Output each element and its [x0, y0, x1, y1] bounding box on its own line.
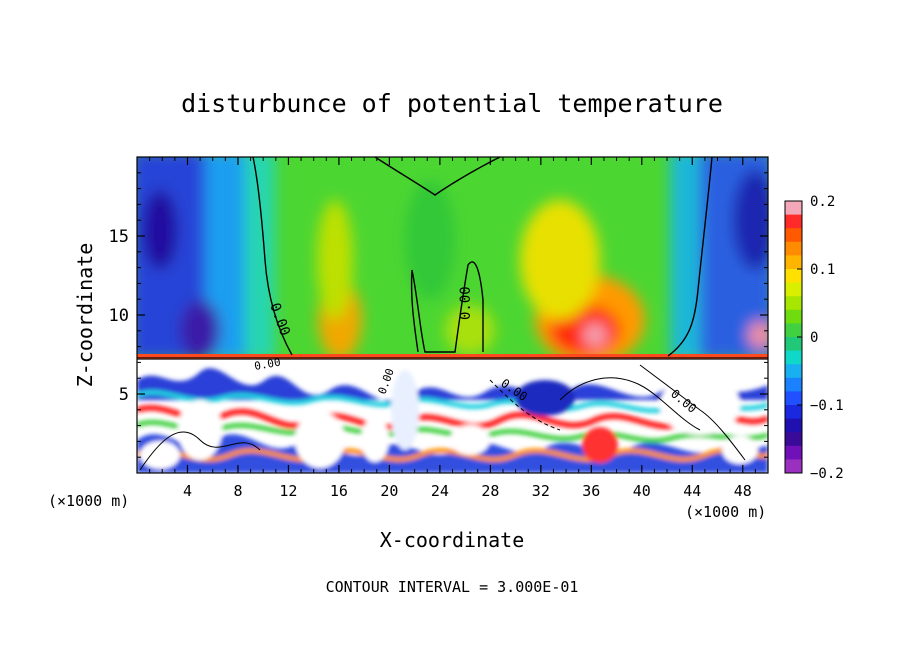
y-tick-label: 10 [109, 306, 129, 326]
x-tick-label: 24 [431, 482, 449, 500]
chart-title: disturbunce of potential temperature [181, 89, 723, 118]
contour-lines [139, 157, 746, 471]
colorbar-swatch [785, 214, 802, 229]
colorbar-tick-label: 0.2 [810, 194, 835, 210]
colorbar-swatch [785, 391, 802, 406]
colorbar-swatch [785, 337, 802, 352]
colorbar-swatch [785, 445, 802, 460]
colorbar-swatch [785, 364, 802, 379]
x-tick-label: 48 [734, 482, 752, 500]
colorbar-swatch [785, 241, 802, 256]
y-tick-label: 5 [119, 385, 129, 405]
x-unit-left: (×1000 m) [48, 492, 129, 510]
colorbar-swatch [785, 309, 802, 324]
colorbar-tick-label: 0.1 [810, 262, 835, 278]
contour-label: 0.00 [253, 356, 281, 373]
x-axis-label: X-coordinate [380, 528, 525, 552]
colorbar-tick-label: 0 [810, 330, 818, 346]
colorbar: 0.2 0.1 0 −0.1 −0.2 [784, 194, 844, 482]
x-tick-label: 16 [330, 482, 348, 500]
y-axis-label: Z-coordinate [73, 243, 97, 388]
x-tick-label: 32 [532, 482, 550, 500]
colorbar-tick-label: −0.1 [810, 398, 844, 414]
colorbar-swatch [785, 228, 802, 243]
colorbar-swatch [785, 255, 802, 270]
colorbar-swatch [785, 296, 802, 311]
colorbar-swatch [785, 323, 802, 338]
contour-interval-note: CONTOUR INTERVAL = 3.000E-01 [326, 578, 579, 596]
x-axis: 4 8 12 16 20 24 28 32 36 40 44 48 [149, 157, 756, 500]
plot-area: 0.00 0.00 0.00 0.00 0.00 0.00 [137, 157, 768, 473]
y-axis: 5 10 15 [109, 172, 768, 458]
x-tick-label: 28 [481, 482, 499, 500]
x-tick-label: 44 [683, 482, 701, 500]
colorbar-swatch [785, 459, 802, 474]
colorbar-swatch [785, 350, 802, 365]
x-tick-label: 40 [633, 482, 651, 500]
colorbar-swatch [785, 418, 802, 433]
colorbar-tick-label: −0.2 [810, 466, 844, 482]
x-tick-label: 20 [380, 482, 398, 500]
colorbar-swatch [785, 377, 802, 392]
contour-label: 0.00 [458, 286, 474, 320]
x-tick-label: 4 [183, 482, 192, 500]
x-tick-label: 36 [582, 482, 600, 500]
y-tick-label: 15 [109, 227, 129, 247]
colorbar-swatch [785, 201, 802, 216]
x-tick-label: 8 [233, 482, 242, 500]
colorbar-swatch [785, 405, 802, 420]
colorbar-swatch [785, 432, 802, 447]
colorbar-swatch [785, 282, 802, 297]
colorbar-swatch [785, 269, 802, 284]
x-tick-label: 12 [279, 482, 297, 500]
x-unit-right: (×1000 m) [685, 503, 766, 521]
